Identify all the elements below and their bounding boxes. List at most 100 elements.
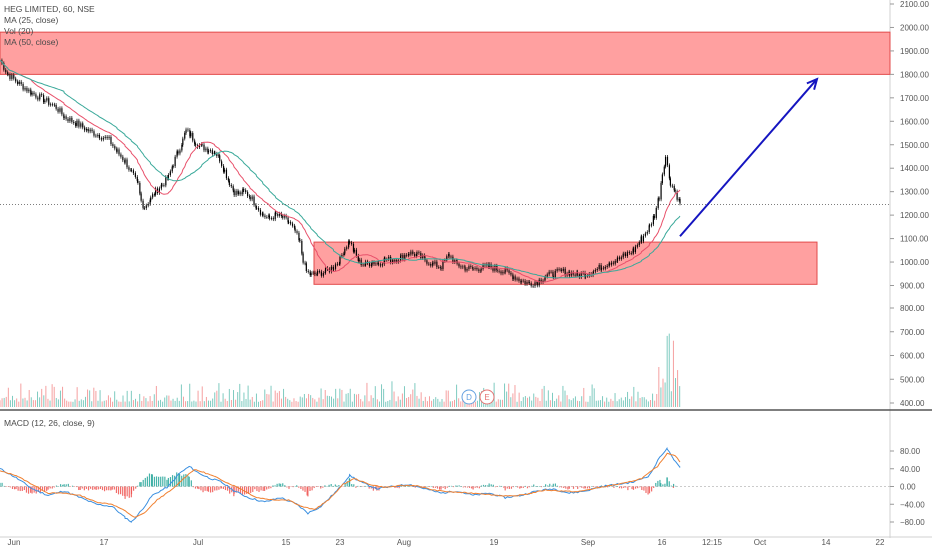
volume-bar xyxy=(76,387,78,407)
volume-bar xyxy=(289,400,291,407)
macd-histogram-bar xyxy=(126,486,128,497)
price-candle xyxy=(578,274,580,278)
volume-bar xyxy=(412,389,414,407)
macd-histogram-bar xyxy=(83,486,85,491)
price-candle xyxy=(167,174,169,179)
price-candle xyxy=(78,120,80,127)
price-candle xyxy=(518,278,520,281)
price-candle xyxy=(7,74,9,76)
volume-bar xyxy=(266,393,268,407)
volume-bar xyxy=(95,390,97,407)
price-candle xyxy=(674,190,676,192)
volume-bar xyxy=(589,395,591,407)
price-candle xyxy=(268,215,270,217)
macd-histogram-bar xyxy=(241,486,244,495)
macd-histogram-bar xyxy=(41,486,44,490)
volume-bar xyxy=(178,400,180,407)
volume-bar xyxy=(531,400,533,407)
macd-histogram-bar xyxy=(272,485,274,487)
price-candle xyxy=(554,270,556,278)
volume-bar xyxy=(295,401,297,407)
macd-histogram-bar xyxy=(5,486,7,487)
price-candle xyxy=(179,150,181,154)
macd-histogram-bar xyxy=(286,486,288,488)
zone-resistance xyxy=(0,31,891,75)
volume-bar xyxy=(141,400,143,407)
volume-bar xyxy=(324,389,326,407)
price-candle xyxy=(114,146,116,149)
price-candle xyxy=(106,136,108,139)
volume-bar xyxy=(337,398,339,407)
price-candle xyxy=(213,152,215,154)
price-candle xyxy=(163,185,165,186)
price-candle xyxy=(332,268,335,270)
volume-bar xyxy=(418,398,420,407)
volume-bar xyxy=(529,396,531,407)
price-candle xyxy=(394,259,396,262)
volume-bar xyxy=(120,401,122,407)
volume-bar xyxy=(577,400,579,407)
price-candle xyxy=(124,159,126,163)
volume-bar xyxy=(399,399,401,407)
price-candle xyxy=(448,254,450,257)
price-candle xyxy=(28,89,30,92)
volume-bar xyxy=(155,385,157,407)
volume-bar xyxy=(666,335,668,407)
price-candle xyxy=(61,108,63,115)
volume-bar xyxy=(28,389,30,407)
volume-bar xyxy=(189,383,191,407)
volume-bar xyxy=(314,399,316,407)
time-tick-label: Sep xyxy=(581,538,596,547)
price-candle xyxy=(86,128,88,131)
macd-histogram-bar xyxy=(563,486,565,488)
macd-histogram-bar xyxy=(346,481,348,487)
price-candle xyxy=(373,262,375,265)
macd-histogram-bar xyxy=(536,486,538,487)
price-tick-label: 1700.00 xyxy=(900,94,929,103)
macd-histogram-bar xyxy=(148,473,151,487)
price-candle xyxy=(259,209,262,215)
macd-histogram-bar xyxy=(158,476,160,487)
price-candle xyxy=(679,199,681,204)
volume-bar xyxy=(287,398,289,407)
price-candle xyxy=(194,140,196,145)
price-candle xyxy=(496,270,498,271)
macd-histogram-bar xyxy=(1,482,3,487)
price-candle xyxy=(602,267,604,269)
volume-bar xyxy=(128,401,130,407)
price-candle xyxy=(504,268,506,273)
price-candle xyxy=(176,151,178,157)
macd-histogram-bar xyxy=(450,485,453,487)
macd-histogram-bar xyxy=(270,486,272,489)
volume-bar xyxy=(176,397,178,407)
volume-bar xyxy=(618,399,620,407)
macd-histogram-bar xyxy=(554,483,556,487)
macd-histogram-bar xyxy=(25,486,28,493)
price-candle xyxy=(108,136,110,139)
price-candle xyxy=(420,252,422,259)
price-candle xyxy=(200,144,203,146)
price-candle xyxy=(560,269,562,271)
volume-bar xyxy=(291,401,293,407)
volume-bar xyxy=(449,401,451,407)
volume-bar xyxy=(495,401,497,407)
macd-histogram-bar xyxy=(198,486,200,490)
price-candle xyxy=(69,117,71,122)
volume-bar xyxy=(358,393,360,407)
volume-bar xyxy=(228,388,230,407)
volume-bar xyxy=(0,400,1,407)
volume-bar xyxy=(251,396,253,407)
price-candle xyxy=(570,272,572,276)
volume-bar xyxy=(660,387,662,407)
price-candle xyxy=(169,171,171,175)
price-candle xyxy=(624,253,627,257)
macd-histogram-bar xyxy=(611,486,613,487)
macd-histogram-bar xyxy=(460,486,462,487)
price-candle xyxy=(93,131,95,136)
macd-histogram-bar xyxy=(218,486,220,490)
price-candle xyxy=(137,180,139,183)
price-candle xyxy=(24,87,26,90)
price-candle xyxy=(663,166,665,175)
macd-histogram-bar xyxy=(639,486,641,488)
